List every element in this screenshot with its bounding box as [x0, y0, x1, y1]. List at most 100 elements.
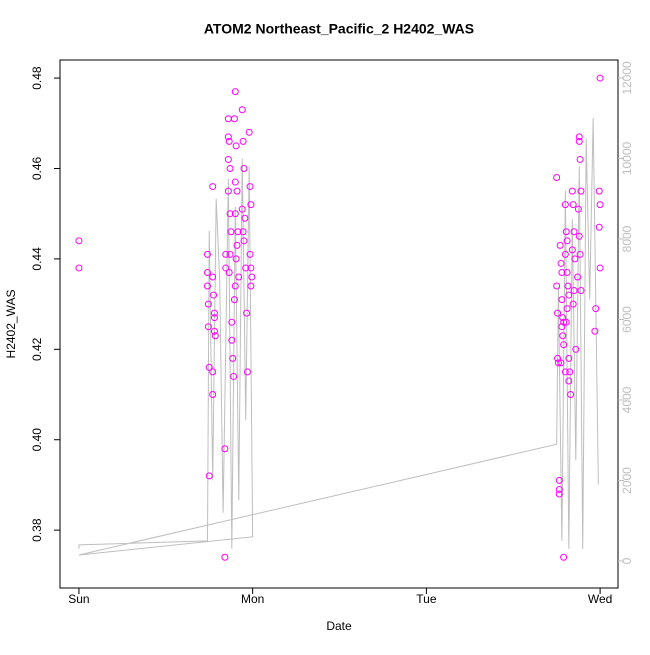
- line: [78, 118, 599, 556]
- point: [238, 205, 246, 213]
- point: [555, 485, 563, 493]
- point: [563, 237, 571, 245]
- point: [227, 228, 235, 236]
- point: [231, 282, 239, 290]
- x-tick-label: Tue: [416, 592, 437, 606]
- point: [232, 142, 240, 150]
- point: [209, 183, 217, 191]
- y-tick-label: 0.46: [30, 156, 44, 180]
- point: [575, 232, 583, 240]
- point: [209, 368, 217, 376]
- y2-tick-label: 0: [620, 557, 634, 564]
- point: [239, 228, 247, 236]
- point: [231, 210, 239, 218]
- point: [563, 268, 571, 276]
- chart-title: ATOM2 Northeast_Pacific_2 H2402_WAS: [204, 21, 474, 37]
- y-axis-label: H2402_WAS: [4, 290, 18, 359]
- y-tick-label: 0.40: [30, 428, 44, 452]
- point: [248, 273, 256, 281]
- point: [560, 341, 568, 349]
- point: [560, 553, 568, 561]
- point: [246, 250, 254, 258]
- point: [230, 296, 238, 304]
- point: [592, 305, 600, 313]
- point: [232, 255, 240, 263]
- point: [575, 137, 583, 145]
- y2-tick-label: 8000: [620, 225, 634, 252]
- point: [565, 291, 573, 299]
- point: [224, 133, 232, 141]
- point: [204, 323, 212, 331]
- point: [559, 332, 567, 340]
- point: [577, 287, 585, 295]
- point: [591, 327, 599, 335]
- x-tick-label: Sun: [68, 592, 89, 606]
- point: [559, 314, 567, 322]
- point: [561, 250, 569, 258]
- point: [226, 164, 234, 172]
- point: [234, 228, 242, 236]
- point: [595, 223, 603, 231]
- point: [226, 210, 234, 218]
- point: [565, 354, 573, 362]
- point: [558, 268, 566, 276]
- point: [596, 264, 604, 272]
- y-tick-label: 0.48: [30, 66, 44, 90]
- point: [575, 133, 583, 141]
- point: [570, 228, 578, 236]
- point: [554, 359, 562, 367]
- point: [557, 359, 565, 367]
- point: [203, 268, 211, 276]
- plot-frame: [59, 59, 619, 589]
- point: [574, 273, 582, 281]
- point: [570, 287, 578, 295]
- point: [231, 178, 239, 186]
- point: [576, 155, 584, 163]
- point: [75, 237, 83, 245]
- point: [230, 372, 238, 380]
- point: [203, 250, 211, 258]
- point: [562, 228, 570, 236]
- point: [566, 368, 574, 376]
- point: [564, 282, 572, 290]
- x-tick-label: Wed: [588, 592, 612, 606]
- point: [595, 187, 603, 195]
- point: [554, 354, 562, 362]
- point: [596, 74, 604, 82]
- point: [230, 115, 238, 123]
- point: [572, 345, 580, 353]
- point: [75, 264, 83, 272]
- point: [563, 305, 571, 313]
- point: [596, 201, 604, 209]
- point: [247, 264, 255, 272]
- point: [247, 201, 255, 209]
- point: [565, 377, 573, 385]
- point: [568, 187, 576, 195]
- point: [568, 246, 576, 254]
- point: [241, 214, 249, 222]
- point: [574, 205, 582, 213]
- point: [561, 368, 569, 376]
- point: [225, 137, 233, 145]
- point: [243, 368, 251, 376]
- point: [233, 241, 241, 249]
- y2-tick-label: 10000: [620, 141, 634, 175]
- point: [224, 155, 232, 163]
- y2-tick-label: 4000: [620, 386, 634, 413]
- point: [235, 273, 243, 281]
- point: [571, 255, 579, 263]
- y2-tick-label: 6000: [620, 306, 634, 333]
- point: [225, 268, 233, 276]
- point: [209, 391, 217, 399]
- point: [243, 309, 251, 317]
- point: [204, 300, 212, 308]
- point: [553, 282, 561, 290]
- point: [555, 490, 563, 498]
- point: [222, 264, 230, 272]
- point: [226, 250, 234, 258]
- point: [569, 300, 577, 308]
- y-tick-label: 0.44: [30, 247, 44, 271]
- point: [238, 106, 246, 114]
